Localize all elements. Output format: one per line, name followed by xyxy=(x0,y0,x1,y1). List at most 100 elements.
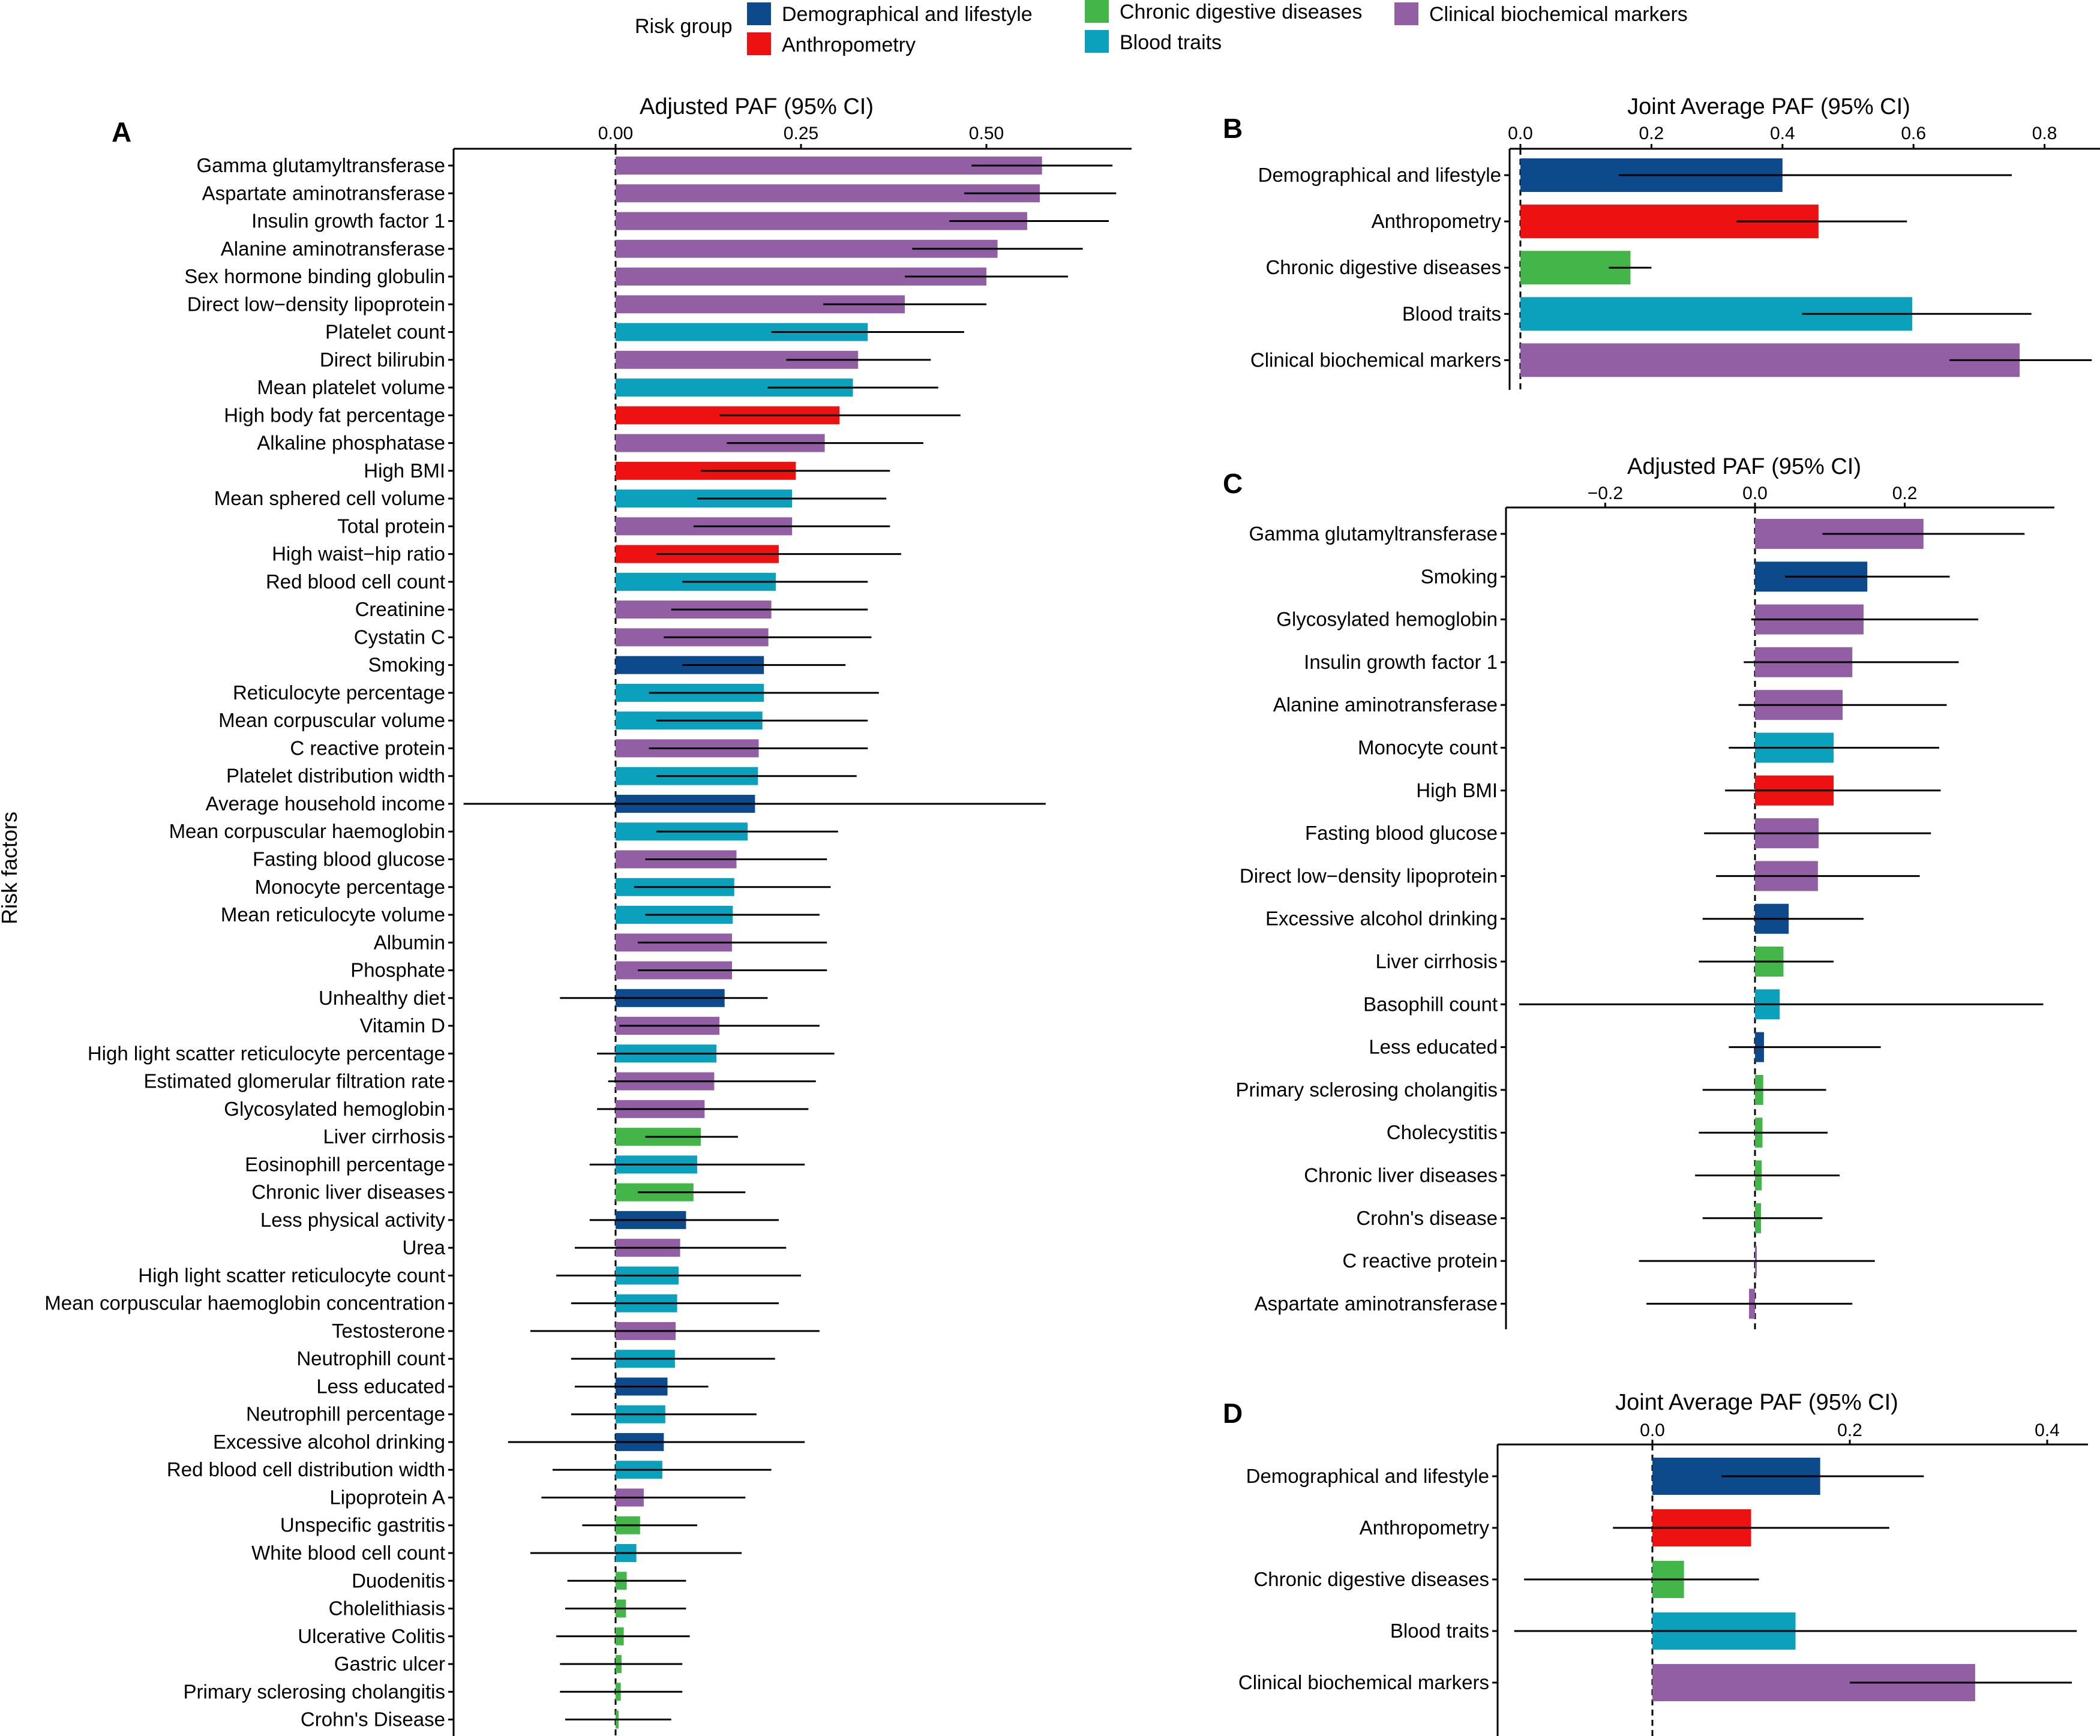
panel-a-label-ulcerative-colitis: Ulcerative Colitis xyxy=(298,1625,445,1647)
panel-b-tick-label: 0.8 xyxy=(2032,124,2057,143)
panel-a-label-less-physical-activity: Less physical activity xyxy=(260,1209,446,1231)
panel-d-tick-label: 0.2 xyxy=(1837,1420,1862,1440)
panel-a-label-white-blood-cell-count: White blood cell count xyxy=(251,1542,445,1564)
panel-a-label-gamma-glutamyltransferase: Gamma glutamyltransferase xyxy=(197,154,445,176)
panel-b-tick-label: 0.6 xyxy=(1901,124,1926,143)
panel-d-label-anthropometry: Anthropometry xyxy=(1360,1516,1490,1539)
panel-a-title: Adjusted PAF (95% CI) xyxy=(640,94,874,119)
panel-a-label-excessive-alcohol-drinking: Excessive alcohol drinking xyxy=(213,1431,445,1453)
panel-d-label-blood-traits: Blood traits xyxy=(1390,1620,1489,1642)
panel-letter-b: B xyxy=(1223,113,1243,144)
legend-swatch-blood xyxy=(1085,30,1109,53)
panel-a-label-crohn-s-disease: Crohn's Disease xyxy=(301,1708,445,1731)
panel-letter-a: A xyxy=(112,116,131,148)
panel-a-label-less-educated: Less educated xyxy=(316,1375,445,1397)
panel-c-label-aspartate-aminotransferase: Aspartate aminotransferase xyxy=(1255,1292,1498,1314)
panel-c-label-less-educated: Less educated xyxy=(1369,1036,1498,1058)
panel-a-label-eosinophill-percentage: Eosinophill percentage xyxy=(245,1153,445,1175)
panel-d-tick-label: 0.4 xyxy=(2035,1420,2060,1440)
panel-a-label-phosphate: Phosphate xyxy=(350,959,445,981)
panel-b-bar-clinical-biochemical-markers xyxy=(1520,343,2020,377)
panel-a-label-lipoprotein-a: Lipoprotein A xyxy=(329,1486,445,1508)
panel-a-label-mean-corpuscular-haemoglobin-concentration: Mean corpuscular haemoglobin concentrati… xyxy=(44,1292,445,1314)
panel-a-label-sex-hormone-binding-globulin: Sex hormone binding globulin xyxy=(184,265,445,287)
panel-a-label-glycosylated-hemoglobin: Glycosylated hemoglobin xyxy=(224,1098,445,1120)
panel-a-label-red-blood-cell-distribution-width: Red blood cell distribution width xyxy=(167,1458,445,1480)
panel-a-label-direct-bilirubin: Direct bilirubin xyxy=(320,349,445,371)
panel-a-label-insulin-growth-factor-1: Insulin growth factor 1 xyxy=(251,210,445,232)
panel-c-label-crohn-s-disease: Crohn's disease xyxy=(1356,1207,1498,1229)
panel-c-label-insulin-growth-factor-1: Insulin growth factor 1 xyxy=(1304,651,1498,673)
legend-swatch-clinical xyxy=(1394,2,1418,25)
panel-a-label-aspartate-aminotransferase: Aspartate aminotransferase xyxy=(202,182,445,204)
legend-swatch-anthro xyxy=(747,32,771,55)
panel-a-label-platelet-count: Platelet count xyxy=(325,321,445,343)
panel-a-label-unhealthy-diet: Unhealthy diet xyxy=(319,987,445,1009)
legend-item-anthro: Anthropometry xyxy=(747,32,916,56)
panel-a-bar-gamma-glutamyltransferase xyxy=(616,157,1042,175)
panel-c-label-direct-low-density-lipoprotein: Direct low−density lipoprotein xyxy=(1240,864,1498,887)
panel-a-label-mean-sphered-cell-volume: Mean sphered cell volume xyxy=(214,487,445,509)
panel-a-label-liver-cirrhosis: Liver cirrhosis xyxy=(323,1125,445,1148)
legend-swatch-chronic xyxy=(1085,0,1109,23)
panel-c-label-liver-cirrhosis: Liver cirrhosis xyxy=(1375,950,1498,972)
panel-a-label-mean-corpuscular-haemoglobin: Mean corpuscular haemoglobin xyxy=(169,820,445,842)
panel-c-label-gamma-glutamyltransferase: Gamma glutamyltransferase xyxy=(1249,522,1498,545)
panel-a-label-alkaline-phosphatase: Alkaline phosphatase xyxy=(257,432,445,454)
legend-swatch-demo xyxy=(747,2,771,25)
panel-c-tick-label: −0.2 xyxy=(1588,483,1623,503)
panel-a-label-creatinine: Creatinine xyxy=(355,598,445,620)
panel-a-label-mean-reticulocyte-volume: Mean reticulocyte volume xyxy=(221,903,445,926)
panel-b-tick-label: 0.2 xyxy=(1639,124,1664,143)
legend-item-clinical: Clinical biochemical markers xyxy=(1394,2,1688,26)
panel-c-tick-label: 0.2 xyxy=(1892,483,1918,503)
panel-a-label-unspecific-gastritis: Unspecific gastritis xyxy=(280,1514,445,1536)
panel-a-label-mean-corpuscular-volume: Mean corpuscular volume xyxy=(218,709,445,731)
panel-a-label-reticulocyte-percentage: Reticulocyte percentage xyxy=(233,681,445,704)
panel-c: Adjusted PAF (95% CI)−0.2 0.0 0.2 Gamma glu… xyxy=(1236,454,2054,1329)
panel-c-title: Adjusted PAF (95% CI) xyxy=(1627,454,1861,479)
legend-item-demo: Demographical and lifestyle xyxy=(747,2,1033,26)
panel-a-label-cystatin-c: Cystatin C xyxy=(354,626,445,648)
panel-c-label-chronic-liver-diseases: Chronic liver diseases xyxy=(1304,1164,1498,1187)
panel-a-label-vitamin-d: Vitamin D xyxy=(360,1014,445,1037)
panel-a-tick-label: 0.25 xyxy=(784,124,818,143)
panel-a-label-urea: Urea xyxy=(402,1236,445,1259)
legend: Risk group Demographical and lifestyle A… xyxy=(635,0,1688,56)
legend-label-clinical: Clinical biochemical markers xyxy=(1429,3,1688,26)
panel-a-label-total-protein: Total protein xyxy=(337,515,445,537)
panel-a-label-c-reactive-protein: C reactive protein xyxy=(290,737,445,759)
panel-d-label-clinical-biochemical-markers: Clinical biochemical markers xyxy=(1238,1671,1489,1693)
panel-a-label-testosterone: Testosterone xyxy=(332,1320,445,1342)
panel-c-label-smoking: Smoking xyxy=(1421,565,1498,587)
panel-b-tick-label: 0.0 xyxy=(1508,124,1533,143)
panel-a-label-red-blood-cell-count: Red blood cell count xyxy=(266,570,445,593)
panel-a-label-direct-low-density-lipoprotein: Direct low−density lipoprotein xyxy=(187,293,445,315)
legend-title: Risk group xyxy=(635,15,733,38)
panel-c-label-basophill-count: Basophill count xyxy=(1363,993,1498,1015)
panel-c-label-glycosylated-hemoglobin: Glycosylated hemoglobin xyxy=(1276,608,1498,630)
panel-a-label-chronic-liver-diseases: Chronic liver diseases xyxy=(251,1181,445,1203)
legend-item-blood: Blood traits xyxy=(1085,30,1222,54)
panel-a-label-high-light-scatter-reticulocyte-percentage: High light scatter reticulocyte percenta… xyxy=(88,1042,445,1064)
panel-b-label-blood-traits: Blood traits xyxy=(1402,302,1501,325)
panel-a-label-platelet-distribution-width: Platelet distribution width xyxy=(226,765,445,787)
panel-a-tick-label: 0.50 xyxy=(969,124,1004,143)
panel-a: Adjusted PAF (95% CI) 0.00 0.25 0.50 Gamma g… xyxy=(44,94,1132,1736)
legend-item-chronic: Chronic digestive diseases xyxy=(1085,0,1362,23)
panel-letter-c: C xyxy=(1223,468,1243,499)
panel-c-label-excessive-alcohol-drinking: Excessive alcohol drinking xyxy=(1265,908,1498,930)
panel-c-label-primary-sclerosing-cholangitis: Primary sclerosing cholangitis xyxy=(1236,1079,1498,1101)
legend-label-blood: Blood traits xyxy=(1120,31,1222,54)
panel-a-label-high-light-scatter-reticulocyte-count: High light scatter reticulocyte count xyxy=(138,1264,445,1286)
panel-b: Joint Average PAF (95% CI) 0.0 0.2 0.4 0.6 0.… xyxy=(1250,94,2100,390)
panel-c-label-alanine-aminotransferase: Alanine aminotransferase xyxy=(1273,693,1498,716)
panel-b-label-demographical-and-lifestyle: Demographical and lifestyle xyxy=(1258,164,1501,186)
panel-b-label-anthropometry: Anthropometry xyxy=(1372,210,1502,232)
panel-a-label-estimated-glomerular-filtration-rate: Estimated glomerular filtration rate xyxy=(143,1070,445,1092)
panel-a-label-neutrophill-count: Neutrophill count xyxy=(296,1347,445,1369)
panel-a-label-high-waist-hip-ratio: High waist−hip ratio xyxy=(272,543,445,565)
panel-b-label-chronic-digestive-diseases: Chronic digestive diseases xyxy=(1265,256,1501,278)
panel-a-label-high-bmi: High BMI xyxy=(364,459,445,482)
panel-c-tick-label: 0.0 xyxy=(1742,483,1768,503)
